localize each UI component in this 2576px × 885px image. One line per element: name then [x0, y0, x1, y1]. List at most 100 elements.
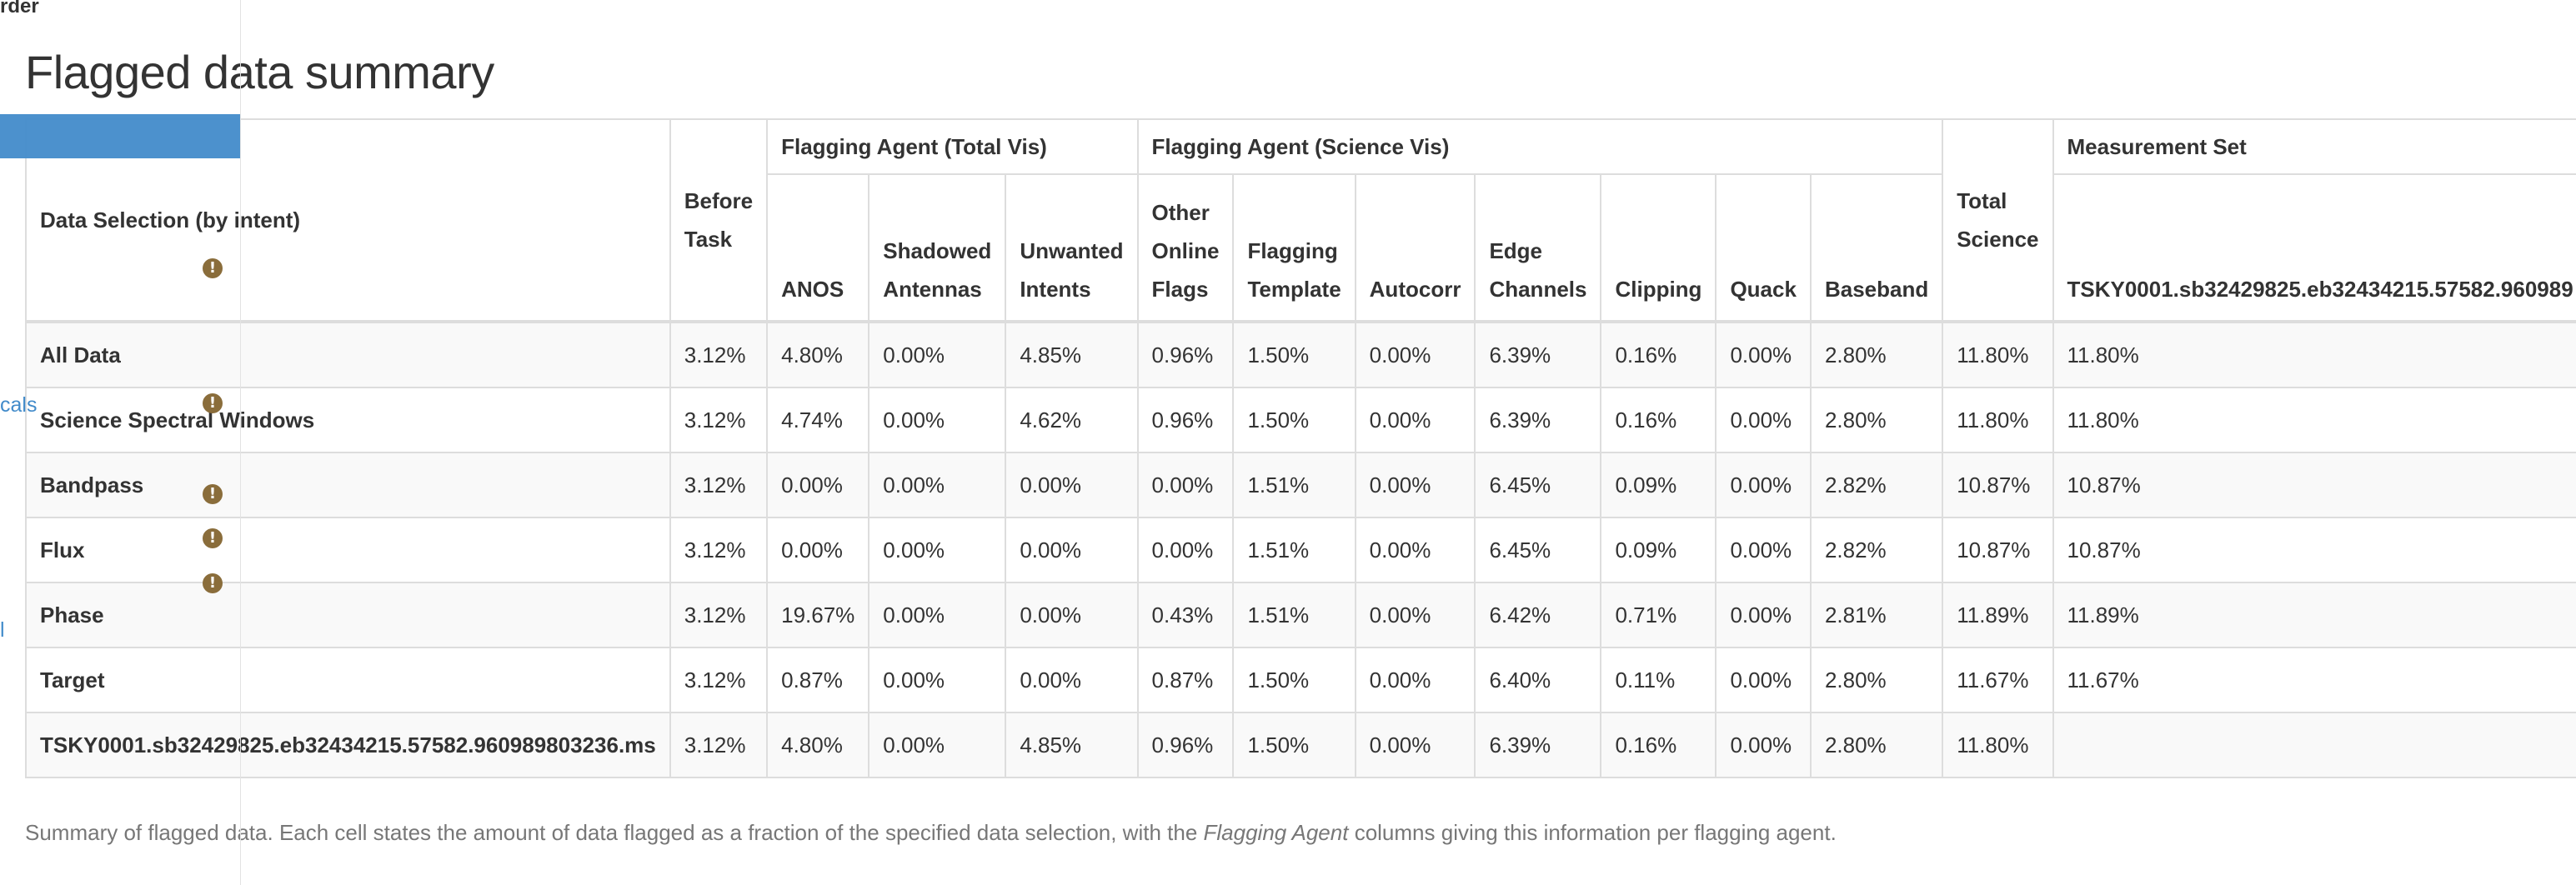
table-cell: 0.00%	[1354, 321, 1476, 388]
table-cell: 6.40%	[1474, 647, 1602, 713]
table-cell: 1.50%	[1232, 321, 1356, 388]
table-cell: 3.12%	[669, 647, 769, 713]
table-cell: 0.87%	[1136, 647, 1235, 713]
column-header-autocorr: Autocorr	[1354, 173, 1476, 323]
table-cell: 0.00%	[1354, 452, 1476, 518]
table-cell: 2.80%	[1809, 647, 1944, 713]
table-cell: 0.00%	[766, 517, 870, 583]
table-row: All Data 3.12% 4.80% 0.00% 4.85% 0.96% 1.50% 0.…	[25, 321, 2576, 388]
table-column-header-row: ANOS Shadowed Antennas Unwanted Intents …	[26, 173, 2576, 323]
table-cell: 0.00%	[766, 452, 870, 518]
table-cell: 2.80%	[1809, 321, 1944, 388]
table-cell: 3.12%	[669, 582, 769, 648]
table-cell: 0.00%	[868, 321, 1007, 388]
table-cell: 0.00%	[1715, 582, 1812, 648]
column-header-anos: ANOS	[766, 173, 870, 323]
table-cell: 0.00%	[1136, 517, 1235, 583]
table-cell: 3.12%	[669, 321, 769, 388]
table-cell: 3.12%	[669, 452, 769, 518]
group-header-science-vis: Flagging Agent (Science Vis)	[1136, 118, 1944, 175]
table-row: Target 3.12% 0.87% 0.00% 0.00% 0.87% 1.50% 0.00…	[25, 647, 2576, 713]
exclamation-circle-icon[interactable]: !	[203, 258, 223, 278]
row-label: Flux	[25, 517, 671, 583]
group-header-total-vis: Flagging Agent (Total Vis)	[766, 118, 1139, 175]
column-header-before-task: Before Task	[669, 118, 769, 323]
table-cell: 0.00%	[1715, 452, 1812, 518]
table-cell: 4.80%	[766, 321, 870, 388]
table-cell: 2.80%	[1809, 387, 1944, 453]
table-cell: 1.50%	[1232, 712, 1356, 778]
table-row: Bandpass 3.12% 0.00% 0.00% 0.00% 0.00% 1.51% 0.…	[25, 452, 2576, 518]
row-label: Bandpass	[25, 452, 671, 518]
table-cell: 0.16%	[1600, 712, 1717, 778]
table-cell: 0.00%	[868, 452, 1007, 518]
table-cell: 6.45%	[1474, 517, 1602, 583]
column-header-other-online-flags: Other Online Flags	[1136, 173, 1235, 323]
table-cell: 1.51%	[1232, 517, 1356, 583]
table-cell: 0.96%	[1136, 321, 1235, 388]
table-cell: 1.50%	[1232, 647, 1356, 713]
table-cell: 0.96%	[1136, 387, 1235, 453]
caption-text-end: columns giving this information per flag…	[1348, 820, 1837, 845]
table-cell: 0.00%	[1136, 452, 1235, 518]
table-cell: 0.16%	[1600, 321, 1717, 388]
table-cell: 6.45%	[1474, 452, 1602, 518]
table-cell: 0.00%	[1354, 582, 1476, 648]
table-cell: 10.87%	[2052, 452, 2576, 518]
table-cell: 4.85%	[1005, 712, 1139, 778]
table-cell: 11.80%	[2052, 321, 2576, 388]
exclamation-circle-icon[interactable]: !	[203, 484, 223, 504]
table-cell: 3.12%	[669, 517, 769, 583]
exclamation-circle-icon[interactable]: !	[203, 573, 223, 593]
table-cell: 11.67%	[1942, 647, 2054, 713]
table-cell: 0.00%	[1354, 517, 1476, 583]
table-cell: 0.00%	[1715, 517, 1812, 583]
exclamation-circle-icon[interactable]: !	[203, 528, 223, 548]
column-header-baseband: Baseband	[1809, 173, 1944, 323]
table-cell: 3.12%	[669, 387, 769, 453]
table-cell: 1.51%	[1232, 452, 1356, 518]
caption-text-start: Summary of flagged data. Each cell state…	[25, 820, 1204, 845]
table-cell: 2.80%	[1809, 712, 1944, 778]
table-group-header-row: Data Selection (by intent) Before Task F…	[25, 118, 2576, 323]
row-label: Target	[25, 647, 671, 713]
table-cell: 11.67%	[2052, 647, 2576, 713]
table-cell: 0.96%	[1136, 712, 1235, 778]
column-header-quack: Quack	[1715, 173, 1812, 323]
table-cell: 6.39%	[1474, 321, 1602, 388]
table-row: TSKY0001.sb32429825.eb32434215.57582.960…	[25, 712, 2576, 778]
table-cell: 0.00%	[868, 647, 1007, 713]
table-cell: 0.00%	[1005, 582, 1139, 648]
table-cell: 10.87%	[1942, 452, 2054, 518]
table-cell: 2.81%	[1809, 582, 1944, 648]
table-cell: 0.00%	[1005, 647, 1139, 713]
sidebar-link-fragment[interactable]: l	[0, 618, 5, 642]
column-header-total-science: Total Science	[1942, 118, 2054, 323]
table-cell: 0.00%	[1715, 647, 1812, 713]
column-header-edge-channels: Edge Channels	[1474, 173, 1602, 323]
group-header-measurement-set: Measurement Set	[2052, 118, 2576, 175]
exclamation-circle-icon[interactable]: !	[203, 393, 223, 413]
section-heading-fragment: rder	[0, 0, 39, 18]
table-cell: 0.00%	[1354, 712, 1476, 778]
table-cell: 4.80%	[766, 712, 870, 778]
table-row: Flux 3.12% 0.00% 0.00% 0.00% 0.00% 1.51% 0.00% 6…	[25, 517, 2576, 583]
table-cell: 0.87%	[766, 647, 870, 713]
table-cell: 0.43%	[1136, 582, 1235, 648]
table-cell: 0.00%	[1715, 712, 1812, 778]
table-cell: 0.09%	[1600, 452, 1717, 518]
table-cell: 11.80%	[1942, 712, 2054, 778]
table-cell: 4.85%	[1005, 321, 1139, 388]
table-row: Phase 3.12% 19.67% 0.00% 0.00% 0.43% 1.51% 0.00…	[25, 582, 2576, 648]
column-header-measurement-set-name: TSKY0001.sb32429825.eb32434215.57582.960…	[2052, 173, 2576, 323]
flagged-data-table: Data Selection (by intent) Before Task F…	[25, 118, 2576, 778]
table-cell: 2.82%	[1809, 452, 1944, 518]
table-cell: 0.11%	[1600, 647, 1717, 713]
table-cell: 0.00%	[1354, 647, 1476, 713]
table-cell: 6.39%	[1474, 387, 1602, 453]
table-cell: 0.00%	[1715, 387, 1812, 453]
row-label: Phase	[25, 582, 671, 648]
table-cell: 3.12%	[669, 712, 769, 778]
table-row: Science Spectral Windows 3.12% 4.74% 0.00% 4…	[25, 387, 2576, 453]
